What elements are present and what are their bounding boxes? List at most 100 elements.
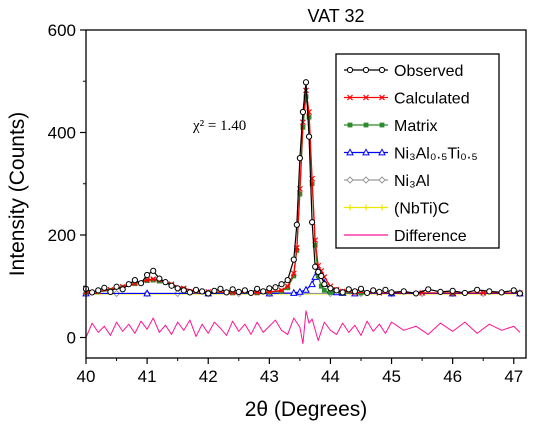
series-0-point [327,285,334,292]
x-tick-label: 42 [199,367,218,386]
legend-swatch-marker [378,66,386,74]
series-0-point [370,287,377,294]
x-tick-label: 43 [260,367,279,386]
series-0-point [150,267,157,274]
series-0-point [113,283,120,290]
series-0-point [351,288,358,295]
legend-swatch-marker [379,122,385,128]
y-axis-label: Intensity (Counts) [6,112,29,277]
series-0-point [284,277,291,284]
series-0-point [474,286,481,293]
legend-swatch-marker [378,176,386,184]
series-0-point [486,288,493,295]
y-tick-label: 0 [67,329,76,348]
series-3-point [308,279,316,288]
series-0-point [333,287,340,294]
series-0-point [376,288,383,295]
series-0-point [241,287,248,294]
legend-swatch-marker [378,148,386,156]
legend-entry-1: Calculated [344,91,470,108]
legend-entry-0: Observed [344,63,463,80]
series-0-point [95,287,102,294]
series-2-point [150,277,156,283]
legend-swatch-marker [346,148,354,156]
legend: Observed Calculated Matrix Ni₃Al₀.₅Ti₀.₅ Ni₃… [335,53,500,249]
series-0-point [449,287,456,294]
series-0-point [339,289,346,296]
x-tick-label: 40 [77,367,96,386]
series-0-point [345,286,352,293]
series-0-point [168,282,175,289]
series-0-point [125,281,132,288]
series-1-point [290,270,297,277]
series-6-line [85,310,521,345]
series-2-point [291,273,297,279]
series-0-point [137,280,145,287]
legend-swatch-marker [379,204,385,211]
series-0-point [223,289,230,296]
series-3-point [296,287,304,295]
series-1-point [150,276,157,282]
legend-swatch-marker [347,122,353,128]
series-0-point [290,256,297,263]
legend-label: Ni₃Al₀.₅Ti₀.₅ [394,146,478,163]
legend-swatch-marker [346,176,354,184]
series-0-point [498,289,505,296]
series-1-point [144,277,151,284]
series-0-point [235,288,242,295]
legend-label: (NbTi)C [394,201,449,218]
series-2-point [279,288,284,294]
series-0-group [82,79,523,297]
series-0-point [217,285,224,292]
series-2-line [85,96,520,294]
series-2-point [328,290,333,295]
y-tick-label: 600 [48,21,76,40]
legend-entry-3: Ni₃Al₀.₅Ti₀.₅ [344,146,478,163]
legend-entry-5: (NbTi)C [344,201,449,218]
series-0-point [388,289,395,296]
series-0-point [260,288,267,295]
series-2-point [285,285,291,291]
series-0-point [357,285,365,292]
series-0-point [131,277,138,284]
chart-title: VAT 32 [307,6,364,26]
y-tick-label: 400 [48,124,76,143]
plot-frame [85,29,527,359]
series-0-point [293,221,300,228]
x-axis-label: 2θ (Degrees) [245,398,368,421]
legend-label: Calculated [394,91,470,108]
series-0-point [119,286,126,293]
series-0-point [229,286,236,293]
series-0-point [254,285,261,292]
series-0-point [312,263,319,270]
legend-swatch-marker [363,94,369,101]
legend-box [335,53,500,249]
legend-entry-2: Matrix [344,118,438,135]
series-0-point [192,286,200,293]
series-0-point [247,289,255,297]
series-0-point [156,275,163,282]
legend-label: Matrix [394,118,438,135]
series-0-point [437,288,444,295]
series-0-point [144,271,151,279]
series-0-point [382,286,389,293]
series-0-point [272,284,279,291]
series-0-point [321,281,328,288]
legend-swatch-marker [347,204,353,211]
series-2-point [318,283,324,289]
series-0-point [186,289,193,296]
series-0-point [180,287,187,294]
series-0-point [364,289,371,297]
series-0-point [299,108,307,116]
x-tick-label: 47 [504,367,523,386]
series-0-point [315,268,322,275]
series-0-point [400,288,407,295]
series-0-point [425,286,432,293]
series-0-point [162,279,169,286]
series-0-point [296,155,303,162]
chi-square-annotation: χ² = 1.40 [192,118,246,134]
legend-label: Difference [394,228,467,245]
legend-label: Observed [394,63,463,80]
x-tick-label: 41 [138,367,157,386]
